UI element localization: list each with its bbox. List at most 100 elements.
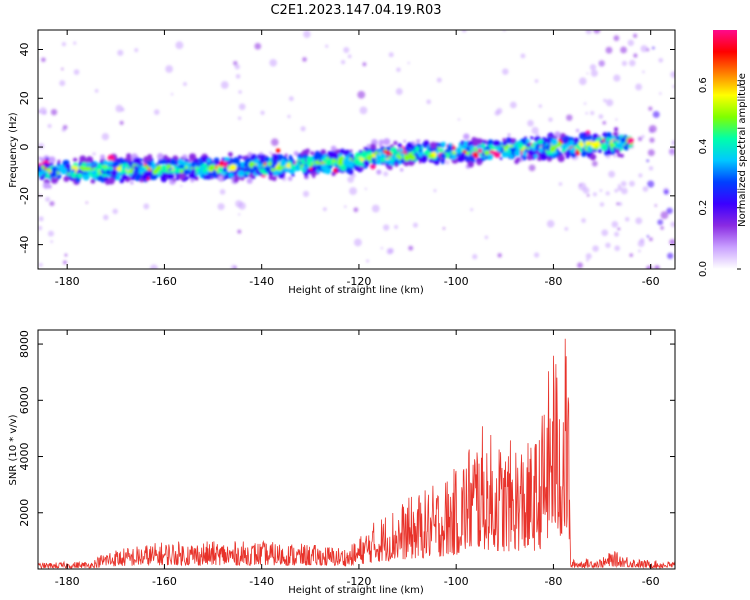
heatmap-cell	[342, 158, 349, 164]
colorbar: 0.0 0.2 0.4 0.6 Normalized spectral amplitu…	[698, 30, 748, 277]
heatmap-speck	[641, 134, 645, 139]
heatmap-speck	[670, 221, 675, 228]
heatmap-speck	[426, 99, 432, 105]
heatmap-speck	[234, 265, 237, 269]
heatmap-cell	[167, 172, 174, 179]
heatmap-cell	[147, 162, 152, 167]
heatmap-speck	[632, 33, 638, 38]
heatmap-speck	[627, 39, 635, 47]
heatmap-speck	[394, 225, 399, 229]
heatmap-cell	[400, 168, 404, 172]
heatmap-speck	[47, 230, 55, 237]
y-tick-label: 8000	[18, 330, 31, 358]
heatmap-cell	[222, 161, 228, 168]
heatmap-speck	[602, 120, 607, 125]
heatmap-cell	[406, 142, 414, 150]
heatmap-cell	[63, 176, 70, 182]
heatmap-speck	[238, 202, 246, 210]
heatmap-cell	[305, 168, 311, 173]
heatmap-speck	[260, 110, 265, 115]
heatmap-cell	[551, 138, 558, 146]
heatmap-x-axis: -180 -160 -140 -120 -100 -80 -60	[55, 30, 660, 288]
heatmap-cell	[247, 158, 251, 163]
heatmap-speck	[671, 142, 675, 146]
heatmap-cell	[297, 153, 302, 158]
heatmap-cell	[283, 167, 289, 173]
heatmap-speck	[535, 133, 540, 137]
heatmap-speck	[94, 89, 99, 93]
heatmap-cell	[312, 174, 316, 178]
heatmap-cell	[191, 161, 196, 167]
heatmap-speck	[649, 137, 655, 143]
heatmap-speck	[117, 49, 124, 56]
heatmap-cell	[496, 147, 502, 152]
heatmap-cell	[237, 163, 242, 167]
heatmap-speck	[534, 79, 539, 83]
heatmap-speck	[614, 245, 621, 252]
heatmap-speck	[601, 229, 609, 237]
heatmap-cell	[476, 138, 483, 145]
heatmap-speck	[288, 96, 294, 102]
heatmap-speck	[219, 189, 226, 195]
heatmap-cell	[378, 149, 383, 154]
heatmap-cell	[383, 138, 391, 146]
snr-y-axis: 2000 4000 6000 8000	[18, 330, 675, 527]
heatmap-cell	[620, 153, 624, 158]
heatmap-speck	[621, 60, 628, 67]
y-tick-label: 2000	[18, 499, 31, 527]
heatmap-speck	[359, 106, 368, 115]
heatmap-cell	[345, 168, 351, 173]
heatmap-speck	[647, 149, 655, 157]
heatmap-speck	[287, 114, 291, 119]
heatmap-speck	[73, 41, 77, 45]
heatmap-cell	[440, 152, 446, 159]
heatmap-cell	[379, 152, 387, 160]
heatmap-cell	[160, 176, 167, 183]
heatmap-cell	[175, 168, 181, 174]
heatmap-speck	[599, 202, 605, 207]
colorbar-tick-label: 0.0	[698, 261, 709, 277]
heatmap-speck	[269, 151, 273, 155]
heatmap-cell	[51, 171, 58, 177]
heatmap-speck	[50, 108, 58, 116]
heatmap-cell	[384, 159, 389, 164]
heatmap-cell	[225, 175, 229, 180]
heatmap-cell	[506, 138, 510, 143]
heatmap-cell	[217, 166, 224, 173]
heatmap-speck	[667, 252, 674, 260]
heatmap-cell	[277, 166, 283, 172]
heatmap-cell	[585, 132, 590, 137]
heatmap-cell	[530, 136, 534, 140]
heatmap-speck	[484, 235, 489, 240]
heatmap-cell	[592, 133, 599, 140]
heatmap-speck	[217, 203, 225, 211]
heatmap-cell	[494, 141, 499, 146]
x-tick-label: -160	[152, 575, 177, 588]
heatmap-speck	[648, 106, 653, 111]
heatmap-speck	[50, 240, 54, 243]
heatmap-speck	[234, 64, 240, 70]
heatmap-speck	[300, 126, 306, 132]
heatmap-speck	[613, 35, 620, 42]
heatmap-cell	[188, 171, 197, 179]
heatmap-speck	[47, 123, 52, 129]
heatmap-speck	[357, 90, 366, 99]
heatmap-cell	[112, 161, 120, 169]
heatmap-cell	[390, 147, 397, 154]
heatmap-speck	[49, 200, 55, 207]
heatmap-cell	[255, 169, 261, 175]
heatmap-speck	[599, 189, 603, 192]
heatmap-cell	[435, 150, 440, 154]
heatmap-speck	[592, 245, 599, 252]
heatmap-cell	[336, 169, 340, 173]
heatmap-speck	[103, 214, 109, 221]
heatmap-cell	[591, 141, 596, 147]
heatmap-frame	[37, 29, 676, 270]
y-tick-label: 40	[18, 43, 31, 57]
heatmap-speck	[143, 203, 150, 210]
heatmap-cell	[74, 177, 81, 183]
heatmap-speck	[175, 41, 184, 50]
heatmap-speck	[73, 69, 80, 75]
heatmap-cell	[549, 145, 557, 153]
heatmap-cell	[429, 141, 437, 149]
